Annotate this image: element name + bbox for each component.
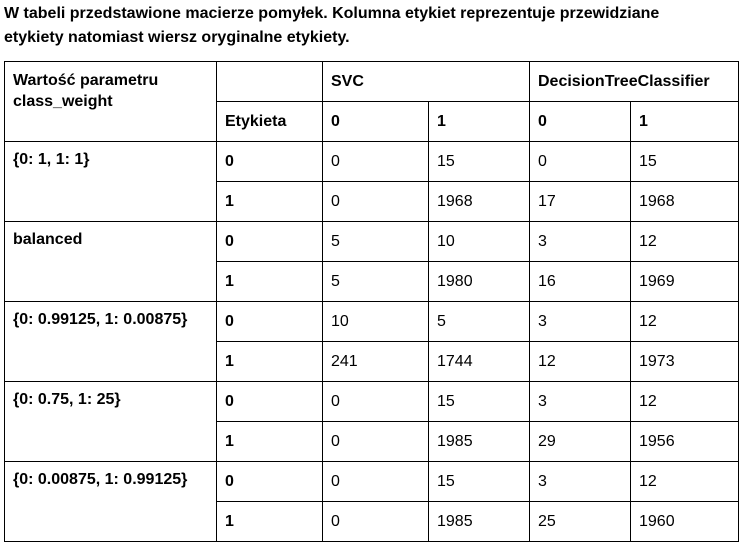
- dtc-value-cell: 29: [529, 421, 631, 462]
- dtc-value-cell: 1973: [630, 341, 739, 382]
- dtc-value-cell: 1956: [630, 421, 739, 462]
- table-caption: W tabeli przedstawione macierze pomyłek.…: [4, 2, 754, 50]
- table-row: {0: 0.75, 1: 25} 0 0 15 3 12: [4, 381, 739, 462]
- param-value-cell: {0: 0.99125, 1: 0.00875}: [4, 301, 217, 382]
- svc-value-cell: 1985: [428, 421, 530, 462]
- svc-value-cell: 1980: [428, 261, 530, 302]
- svc-value-cell: 0: [322, 421, 429, 462]
- param-value-cell: balanced: [4, 221, 217, 302]
- svc-value-cell: 1985: [428, 501, 530, 542]
- svc-value-cell: 1968: [428, 181, 530, 222]
- label-header: Etykieta: [216, 101, 323, 142]
- param-value-cell: {0: 1, 1: 1}: [4, 141, 217, 222]
- dtc-value-cell: 12: [630, 221, 739, 262]
- true-label-cell: 0: [216, 461, 323, 502]
- svc-value-cell: 0: [322, 381, 429, 422]
- param-value-cell: {0: 0.75, 1: 25}: [4, 381, 217, 462]
- caption-line-2: etykiety natomiast wiersz oryginalne ety…: [4, 29, 350, 46]
- param-value-cell: {0: 0.00875, 1: 0.99125}: [4, 461, 217, 542]
- true-label-cell: 1: [216, 261, 323, 302]
- dtc-col-0: 0: [529, 101, 631, 142]
- dtc-value-cell: 12: [630, 461, 739, 502]
- svc-col-1: 1: [428, 101, 530, 142]
- svc-value-cell: 0: [322, 181, 429, 222]
- table-row: {0: 0.00875, 1: 0.99125} 0 0 15 3 12: [4, 461, 739, 542]
- svc-header: SVC: [322, 61, 530, 102]
- svc-value-cell: 15: [428, 461, 530, 502]
- table-row: {0: 1, 1: 1} 0 0 15 0 15: [4, 141, 739, 222]
- table-row: 1 5 1980 16 1969: [5, 261, 739, 302]
- dtc-value-cell: 3: [529, 381, 631, 422]
- dtc-value-cell: 3: [529, 461, 631, 502]
- param-header: Wartość parametru class_weight: [4, 61, 217, 142]
- dtc-header: DecisionTreeClassifier: [529, 61, 739, 102]
- svc-value-cell: 5: [428, 301, 530, 342]
- svc-value-cell: 10: [322, 301, 429, 342]
- svc-value-cell: 5: [322, 221, 429, 262]
- svc-value-cell: 1744: [428, 341, 530, 382]
- svc-value-cell: 0: [322, 501, 429, 542]
- dtc-value-cell: 1969: [630, 261, 739, 302]
- header-row-labels: Etykieta 0 1 0 1: [5, 101, 739, 142]
- svc-value-cell: 0: [322, 141, 429, 182]
- svc-value-cell: 241: [322, 341, 429, 382]
- dtc-value-cell: 3: [529, 301, 631, 342]
- table-row: 1 0 1985 29 1956: [5, 421, 739, 462]
- dtc-value-cell: 25: [529, 501, 631, 542]
- true-label-cell: 0: [216, 221, 323, 262]
- table-row: 1 241 1744 12 1973: [5, 341, 739, 382]
- true-label-cell: 0: [216, 381, 323, 422]
- true-label-cell: 1: [216, 421, 323, 462]
- confusion-matrix-table: Wartość parametru class_weight SVC Decis…: [4, 61, 739, 542]
- svc-value-cell: 0: [322, 461, 429, 502]
- true-label-cell: 1: [216, 501, 323, 542]
- dtc-col-1: 1: [630, 101, 739, 142]
- true-label-cell: 1: [216, 181, 323, 222]
- dtc-value-cell: 12: [630, 381, 739, 422]
- svc-col-0: 0: [322, 101, 429, 142]
- svc-value-cell: 10: [428, 221, 530, 262]
- table-row: balanced 0 5 10 3 12: [4, 221, 739, 302]
- dtc-value-cell: 12: [529, 341, 631, 382]
- header-row-models: Wartość parametru class_weight SVC Decis…: [4, 61, 739, 142]
- true-label-cell: 0: [216, 301, 323, 342]
- empty-header-cell: [216, 61, 323, 102]
- dtc-value-cell: 17: [529, 181, 631, 222]
- true-label-cell: 0: [216, 141, 323, 182]
- table-row: {0: 0.99125, 1: 0.00875} 0 10 5 3 12: [4, 301, 739, 382]
- dtc-value-cell: 12: [630, 301, 739, 342]
- dtc-value-cell: 0: [529, 141, 631, 182]
- table-row: 1 0 1985 25 1960: [5, 501, 739, 542]
- dtc-value-cell: 16: [529, 261, 631, 302]
- svc-value-cell: 15: [428, 381, 530, 422]
- true-label-cell: 1: [216, 341, 323, 382]
- caption-line-1: W tabeli przedstawione macierze pomyłek.…: [4, 5, 660, 22]
- dtc-value-cell: 1968: [630, 181, 739, 222]
- svc-value-cell: 5: [322, 261, 429, 302]
- dtc-value-cell: 3: [529, 221, 631, 262]
- dtc-value-cell: 1960: [630, 501, 739, 542]
- dtc-value-cell: 15: [630, 141, 739, 182]
- svc-value-cell: 15: [428, 141, 530, 182]
